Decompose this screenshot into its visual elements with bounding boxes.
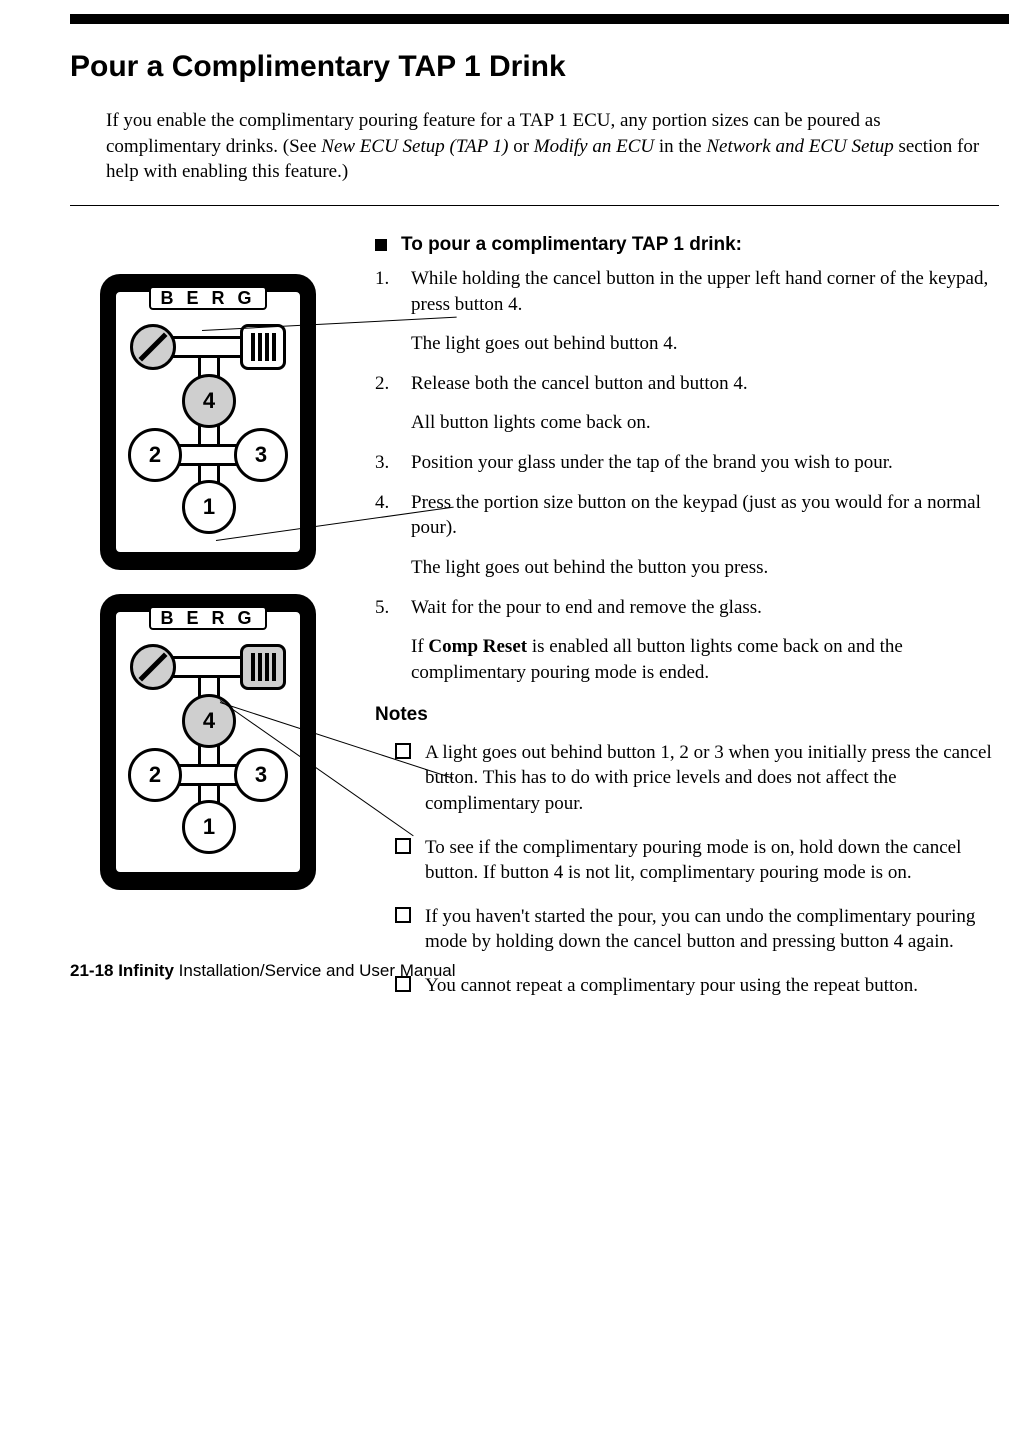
keypad-diagram-2: B E R G 4 2 3 1 (100, 594, 316, 890)
intro-paragraph: If you enable the complimentary pouring … (106, 108, 999, 185)
note-text: You cannot repeat a complimentary pour u… (425, 973, 999, 999)
keypad-brand-label: B E R G (149, 606, 267, 630)
top-black-bar (70, 14, 1009, 24)
keypad-inner: B E R G 4 2 3 1 (114, 610, 302, 874)
note-text: To see if the complimentary pouring mode… (425, 835, 999, 886)
step-sub-text: If Comp Reset is enabled all button ligh… (411, 634, 999, 685)
cancel-button-icon (130, 644, 176, 690)
note-text: A light goes out behind button 1, 2 or 3… (425, 740, 999, 817)
step-item: 1. While holding the cancel button in the… (375, 266, 999, 317)
note-item: You cannot repeat a complimentary pour u… (395, 973, 999, 999)
checkbox-bullet-icon (395, 743, 411, 759)
step-number: 3. (375, 450, 397, 476)
step-text: While holding the cancel button in the u… (411, 266, 999, 317)
section-divider (70, 205, 999, 206)
button-2: 2 (128, 428, 182, 482)
footer-text: Installation/Service and User Manual (174, 961, 456, 980)
right-column: To pour a complimentary TAP 1 drink: 1. W… (375, 234, 999, 1017)
step-item: 2. Release both the cancel button and but… (375, 371, 999, 397)
procedure-heading-text: To pour a complimentary TAP 1 drink: (401, 234, 742, 256)
button-1: 1 (182, 480, 236, 534)
step-sub-text: The light goes out behind button 4. (411, 331, 999, 357)
button-4: 4 (182, 694, 236, 748)
footer-page-number: 21-18 Infinity (70, 961, 174, 980)
cancel-button-icon (130, 324, 176, 370)
left-column: B E R G 4 2 3 1 (70, 234, 375, 1017)
square-bullet-icon (375, 239, 387, 251)
step-sub-text: The light goes out behind the button you… (411, 555, 999, 581)
notes-heading: Notes (375, 704, 999, 726)
intro-italic-1: New ECU Setup (TAP 1) (321, 136, 508, 157)
step-text: Release both the cancel button and butto… (411, 371, 999, 397)
note-item: A light goes out behind button 1, 2 or 3… (395, 740, 999, 817)
button-1: 1 (182, 800, 236, 854)
step-text: Position your glass under the tap of the… (411, 450, 999, 476)
page-title: Pour a Complimentary TAP 1 Drink (70, 50, 999, 84)
repeat-button-icon (240, 324, 286, 370)
step-text: Wait for the pour to end and remove the … (411, 595, 999, 621)
page-content: Pour a Complimentary TAP 1 Drink If you … (70, 50, 999, 1017)
keypad-outer: B E R G 4 2 3 1 (100, 594, 316, 890)
keypad-diagram-1: B E R G 4 2 3 1 (100, 274, 316, 570)
checkbox-bullet-icon (395, 907, 411, 923)
step-item: 4.Press the portion size button on the k… (375, 490, 999, 541)
procedure-heading: To pour a complimentary TAP 1 drink: (375, 234, 999, 256)
step-number: 5. (375, 595, 397, 621)
note-text: If you haven't started the pour, you can… (425, 904, 999, 955)
steps-list: 1. While holding the cancel button in the… (375, 266, 999, 686)
intro-italic-2: Modify an ECU (534, 136, 654, 157)
intro-text: in the (654, 136, 706, 157)
repeat-glyph (251, 653, 276, 681)
keypad-brand-label: B E R G (149, 286, 267, 310)
note-item: To see if the complimentary pouring mode… (395, 835, 999, 886)
button-3: 3 (234, 748, 288, 802)
intro-italic-3: Network and ECU Setup (706, 136, 893, 157)
step-text: Press the portion size button on the key… (411, 490, 999, 541)
step-number: 2. (375, 371, 397, 397)
step-item: 5. Wait for the pour to end and remove th… (375, 595, 999, 621)
two-column-layout: B E R G 4 2 3 1 (70, 234, 999, 1017)
step-sub-text: All button lights come back on. (411, 410, 999, 436)
step-item: 3. Position your glass under the tap of t… (375, 450, 999, 476)
page-footer: 21-18 Infinity Installation/Service and … (70, 961, 456, 981)
notes-list: A light goes out behind button 1, 2 or 3… (375, 740, 999, 999)
button-4: 4 (182, 374, 236, 428)
button-2: 2 (128, 748, 182, 802)
repeat-glyph (251, 333, 276, 361)
repeat-button-icon (240, 644, 286, 690)
checkbox-bullet-icon (395, 838, 411, 854)
keypad-outer: B E R G 4 2 3 1 (100, 274, 316, 570)
intro-text: or (508, 136, 533, 157)
button-3: 3 (234, 428, 288, 482)
step-number: 1. (375, 266, 397, 317)
note-item: If you haven't started the pour, you can… (395, 904, 999, 955)
